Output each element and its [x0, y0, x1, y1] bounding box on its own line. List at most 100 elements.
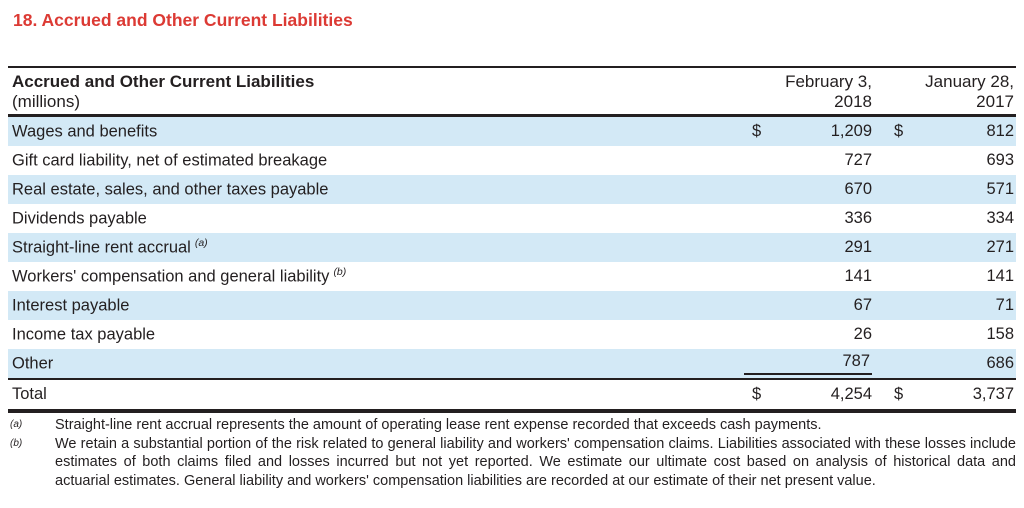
- value-2017: 141: [986, 267, 1014, 285]
- dollar-sign: $: [744, 378, 766, 413]
- row-label-text: Other: [12, 354, 54, 373]
- column-header-2018: February 3, 2018: [766, 66, 874, 117]
- table-row-wages-and-benefits: Wages and benefits $ 1,209 $ 812: [8, 115, 1016, 146]
- row-label: Income tax payable: [8, 320, 744, 349]
- footnote-b: (b) We retain a substantial portion of t…: [8, 435, 1016, 491]
- gap-cell: [874, 320, 886, 349]
- header-gap: [874, 66, 886, 117]
- column-header-2017-line2: 2017: [976, 91, 1014, 111]
- table-row-interest: Interest payable 67 71: [8, 291, 1016, 320]
- footnote-b-text: We retain a substantial portion of the r…: [55, 435, 1016, 489]
- gap-cell: [874, 291, 886, 320]
- value-2017: 334: [986, 209, 1014, 227]
- dollar-sign: [886, 146, 908, 175]
- row-label-text: Straight-line rent accrual: [12, 238, 191, 257]
- table-row-other: Other 787 686: [8, 349, 1016, 379]
- document-page: 18. Accrued and Other Current Liabilitie…: [8, 10, 1016, 490]
- footnotes-section: (a) Straight-line rent accrual represent…: [8, 416, 1016, 490]
- value-2017: 571: [908, 175, 1016, 204]
- row-label-text: Interest payable: [12, 296, 130, 315]
- value-2017: 693: [986, 151, 1014, 169]
- value-2018: 336: [844, 209, 872, 227]
- gap-cell: [874, 175, 886, 204]
- row-label: Interest payable: [8, 291, 744, 320]
- value-2018: 67: [766, 291, 874, 320]
- row-label: Other: [8, 349, 744, 379]
- value-2017: 812: [908, 115, 1016, 146]
- footnote-ref-b: (b): [333, 266, 347, 279]
- dollar-sign: [744, 262, 766, 291]
- gap-cell: [874, 233, 886, 262]
- table-title: Accrued and Other Current Liabilities: [12, 72, 315, 91]
- table-header-title-cell: Accrued and Other Current Liabilities (m…: [8, 66, 744, 117]
- dollar-sign: $: [744, 115, 766, 146]
- total-label: Total: [8, 378, 744, 413]
- row-label-text: Dividends payable: [12, 209, 147, 228]
- table-row-straight-line-rent: Straight-line rent accrual (a) 291 271: [8, 233, 1016, 262]
- dollar-sign: [744, 204, 766, 233]
- value-2018: 670: [766, 175, 874, 204]
- row-label: Straight-line rent accrual (a): [8, 233, 744, 262]
- gap-cell: [874, 378, 886, 413]
- value-2018: 1,209: [766, 115, 874, 146]
- table-header-row: Accrued and Other Current Liabilities (m…: [8, 66, 1016, 117]
- value-2018: 787: [744, 349, 874, 379]
- value-2017: 271: [908, 233, 1016, 262]
- footnote-a: (a) Straight-line rent accrual represent…: [8, 416, 1016, 435]
- column-header-2018-line1: February 3,: [785, 72, 872, 91]
- dollar-sign: [886, 233, 908, 262]
- value-2017: 71: [908, 291, 1016, 320]
- dollar-sign: [886, 204, 908, 233]
- table-row-income-tax: Income tax payable 26 158: [8, 320, 1016, 349]
- column-header-2017-line1: January 28,: [925, 72, 1014, 91]
- column-header-2017: January 28, 2017: [908, 66, 1016, 117]
- table-row-dividends: Dividends payable 336 334: [8, 204, 1016, 233]
- table-row-total: Total $ 4,254 $ 3,737: [8, 378, 1016, 413]
- dollar-sign: $: [886, 115, 908, 146]
- gap-cell: [874, 115, 886, 146]
- footnote-a-marker: (a): [10, 419, 23, 430]
- table-row-taxes-payable: Real estate, sales, and other taxes paya…: [8, 175, 1016, 204]
- row-label-text: Workers' compensation and general liabil…: [12, 267, 330, 286]
- dollar-sign: $: [886, 378, 908, 413]
- total-value-2018: 4,254: [766, 378, 874, 413]
- value-2018: 291: [766, 233, 874, 262]
- footnote-b-marker: (b): [10, 437, 23, 449]
- value-2017: 686: [908, 349, 1016, 379]
- gap-cell: [874, 349, 886, 379]
- dollar-sign: [744, 175, 766, 204]
- dollar-sign: [886, 175, 908, 204]
- row-label-text: Income tax payable: [12, 325, 156, 344]
- dollar-sign: [744, 320, 766, 349]
- row-label: Wages and benefits: [8, 115, 744, 146]
- dollar-sign: [744, 146, 766, 175]
- dollar-sign: [744, 233, 766, 262]
- row-label: Dividends payable: [8, 204, 744, 233]
- footnote-a-text: Straight-line rent accrual represents th…: [55, 417, 822, 433]
- value-2018: 141: [844, 267, 872, 285]
- footnote-ref-a: (a): [194, 237, 208, 250]
- column-header-2018-line2: 2018: [834, 91, 872, 111]
- table-row-gift-card: Gift card liability, net of estimated br…: [8, 146, 1016, 175]
- row-label-text: Real estate, sales, and other taxes paya…: [12, 180, 329, 199]
- table-row-workers-comp: Workers' compensation and general liabil…: [8, 262, 1016, 291]
- row-label-text: Wages and benefits: [12, 122, 158, 141]
- gap-cell: [874, 204, 886, 233]
- row-label: Real estate, sales, and other taxes paya…: [8, 175, 744, 204]
- dollar-sign: [886, 291, 908, 320]
- gap-cell: [874, 146, 886, 175]
- gap-cell: [874, 262, 886, 291]
- header-spacer: [886, 66, 908, 117]
- total-value-2017: 3,737: [908, 378, 1016, 413]
- value-2017: 158: [986, 325, 1014, 343]
- table-subtitle: (millions): [12, 91, 80, 111]
- value-2018: 727: [844, 151, 872, 169]
- row-label-text: Gift card liability, net of estimated br…: [12, 151, 328, 170]
- dollar-sign: [886, 349, 908, 379]
- liabilities-table: Accrued and Other Current Liabilities (m…: [8, 66, 1016, 413]
- dollar-sign: [886, 262, 908, 291]
- dollar-sign: [886, 320, 908, 349]
- row-label: Workers' compensation and general liabil…: [8, 262, 744, 291]
- subtotal-rule: 787: [744, 352, 872, 375]
- value-2018: 26: [853, 325, 872, 343]
